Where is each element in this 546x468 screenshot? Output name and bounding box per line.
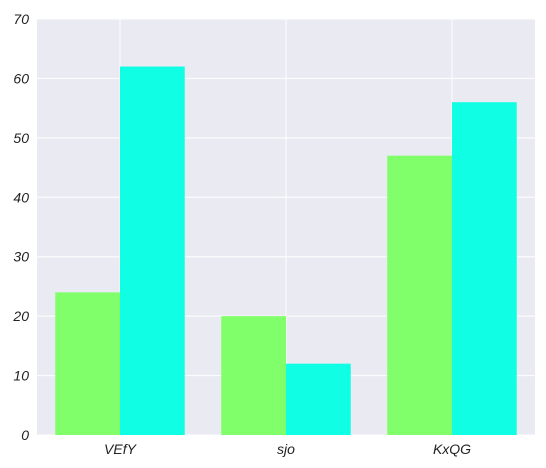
bar bbox=[286, 363, 351, 435]
bar bbox=[55, 292, 121, 435]
x-tick-label: VEfY bbox=[104, 441, 138, 457]
y-tick-label: 30 bbox=[13, 249, 29, 265]
x-tick-label: sjo bbox=[277, 441, 295, 457]
y-tick-label: 0 bbox=[21, 427, 29, 443]
y-tick-label: 20 bbox=[12, 308, 29, 324]
y-tick-label: 40 bbox=[13, 189, 29, 205]
bar bbox=[120, 66, 185, 436]
y-tick-label: 70 bbox=[13, 11, 29, 27]
x-tick-label: KxQG bbox=[433, 441, 471, 457]
bar bbox=[221, 316, 286, 435]
y-tick-label: 10 bbox=[13, 368, 29, 384]
bar bbox=[452, 102, 517, 435]
y-tick-label: 60 bbox=[13, 70, 29, 86]
x-tick-labels: VEfY sjo KxQG bbox=[104, 441, 471, 457]
y-tick-label: 50 bbox=[13, 130, 29, 146]
y-tick-labels: 0 10 20 30 40 50 60 70 bbox=[12, 11, 29, 443]
bar bbox=[387, 155, 452, 435]
bars-group bbox=[55, 66, 517, 436]
